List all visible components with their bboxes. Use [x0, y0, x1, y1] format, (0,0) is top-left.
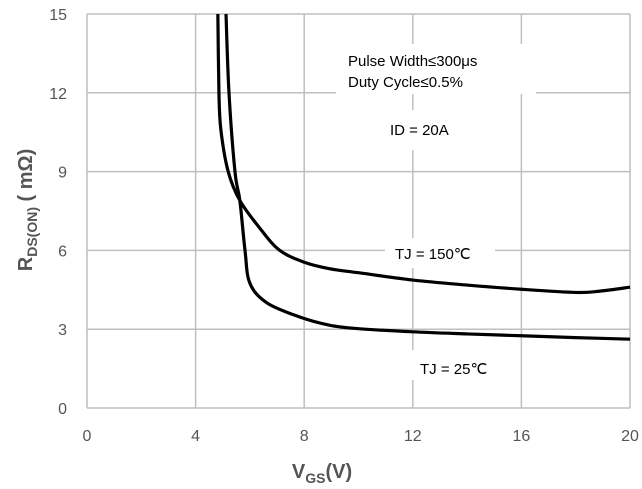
x-tick-label: 4 [191, 428, 200, 445]
annotation-bg [380, 110, 470, 150]
x-tick-label: 0 [83, 428, 92, 445]
y-tick-label: 3 [58, 322, 67, 339]
annotation-id: ID = 20A [390, 122, 449, 139]
y-axis-label: RDS(ON) ( mΩ) [15, 149, 40, 272]
x-axis-label: VGS(V) [292, 461, 352, 486]
series-line-tj-25 [224, 13, 631, 341]
annotation-bg [336, 44, 536, 94]
y-tick-label: 0 [58, 401, 67, 418]
x-tick-label: 20 [621, 428, 639, 445]
y-tick-label: 6 [58, 243, 67, 260]
y-tick-label: 12 [49, 86, 67, 103]
annotation-pulse-width: Pulse Width≤300μs [348, 53, 477, 70]
x-tick-label: 8 [300, 428, 309, 445]
annotation-bg [410, 350, 510, 380]
label-tj-25: TJ = 25℃ [420, 361, 487, 378]
x-tick-label: 12 [404, 428, 422, 445]
x-tick-label: 16 [513, 428, 531, 445]
series-line-tj-150 [216, 13, 631, 295]
annotation-bg [385, 238, 495, 268]
label-tj-150: TJ = 150℃ [395, 246, 471, 263]
y-tick-label: 9 [58, 165, 67, 182]
y-tick-label: 15 [49, 7, 67, 24]
annotation-duty-cycle: Duty Cycle≤0.5% [348, 74, 463, 91]
